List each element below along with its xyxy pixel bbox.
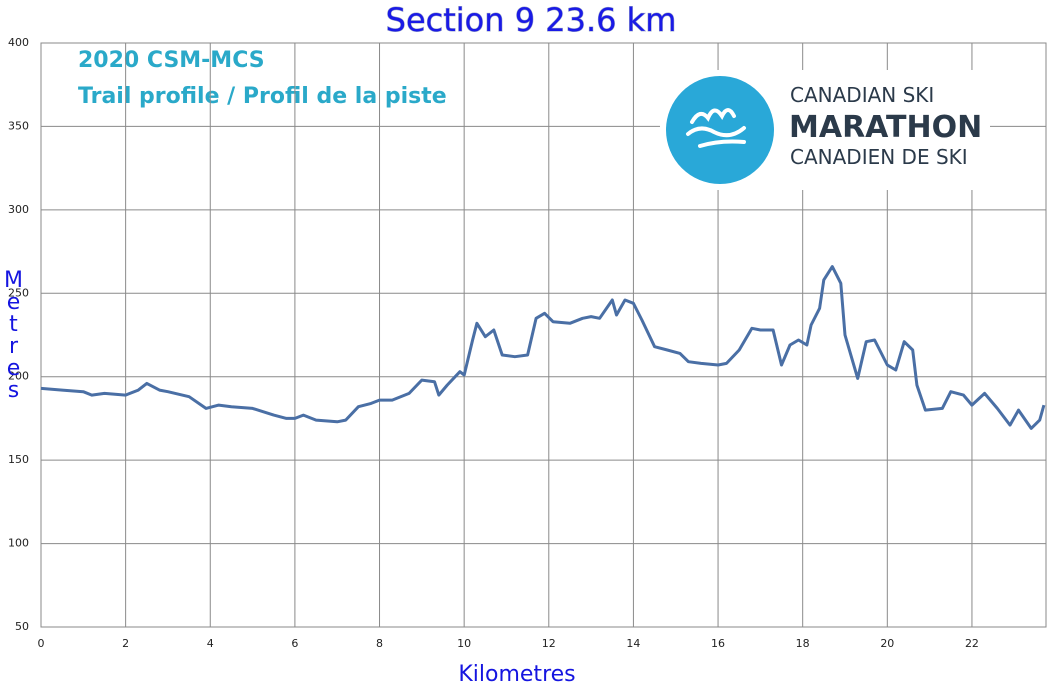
y-tick-label: 300 [8,203,29,216]
y-axis-label: Metres [1,268,26,400]
y-tick-label: 400 [8,36,29,49]
x-tick-label: 0 [38,637,45,650]
x-tick-label: 18 [796,637,810,650]
x-tick-label: 8 [376,637,383,650]
logo-circle [666,76,774,184]
x-tick-label: 12 [542,637,556,650]
x-tick-label: 22 [965,637,979,650]
y-tick-label: 200 [8,370,29,383]
x-tick-label: 6 [291,637,298,650]
logo-icon [686,108,746,148]
y-tick-label: 50 [15,620,29,633]
logo: CANADIAN SKI MARATHON CANADIEN DE SKI [660,70,990,190]
x-tick-label: 2 [122,637,129,650]
y-tick-label: 350 [8,119,29,132]
logo-text: CANADIEN DE SKI [790,145,968,169]
annotation: Trail profile / Profil de la piste [78,84,447,109]
y-tick-label: 250 [8,286,29,299]
chart-title: Section 9 23.6 km [386,1,677,39]
elevation-line [40,265,1046,430]
y-tick-label: 100 [8,537,29,550]
y-tick-label: 150 [8,453,29,466]
x-tick-label: 20 [880,637,894,650]
x-tick-label: 14 [626,637,640,650]
logo-text: CANADIAN SKI [790,83,934,107]
x-tick-label: 10 [457,637,471,650]
annotation: 2020 CSM-MCS [78,48,265,73]
x-tick-label: 16 [711,637,725,650]
logo-text: MARATHON [789,110,982,145]
x-axis-label: Kilometres [458,662,575,687]
x-tick-label: 4 [207,637,214,650]
